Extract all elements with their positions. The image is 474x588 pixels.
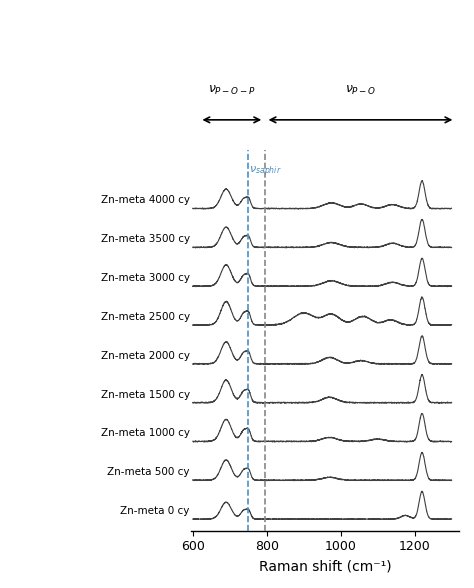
Text: $\nu_{saphir}$: $\nu_{saphir}$ xyxy=(249,165,282,179)
Text: Zn-meta 1000 cy: Zn-meta 1000 cy xyxy=(101,428,190,438)
Text: Zn-meta 2500 cy: Zn-meta 2500 cy xyxy=(101,312,190,322)
Text: Zn-meta 4000 cy: Zn-meta 4000 cy xyxy=(101,195,190,205)
Text: Zn-meta 3000 cy: Zn-meta 3000 cy xyxy=(101,273,190,283)
Text: Zn-meta 1500 cy: Zn-meta 1500 cy xyxy=(101,389,190,399)
Text: Zn-meta 500 cy: Zn-meta 500 cy xyxy=(107,467,190,477)
X-axis label: Raman shift (cm⁻¹): Raman shift (cm⁻¹) xyxy=(259,559,392,573)
Text: $\nu_{P-O-P}$: $\nu_{P-O-P}$ xyxy=(208,84,256,97)
Text: Zn-meta 2000 cy: Zn-meta 2000 cy xyxy=(101,350,190,360)
Text: Zn-meta 0 cy: Zn-meta 0 cy xyxy=(120,506,190,516)
Text: Zn-meta 3500 cy: Zn-meta 3500 cy xyxy=(101,234,190,244)
Text: $\nu_{P-O}$: $\nu_{P-O}$ xyxy=(345,84,376,97)
